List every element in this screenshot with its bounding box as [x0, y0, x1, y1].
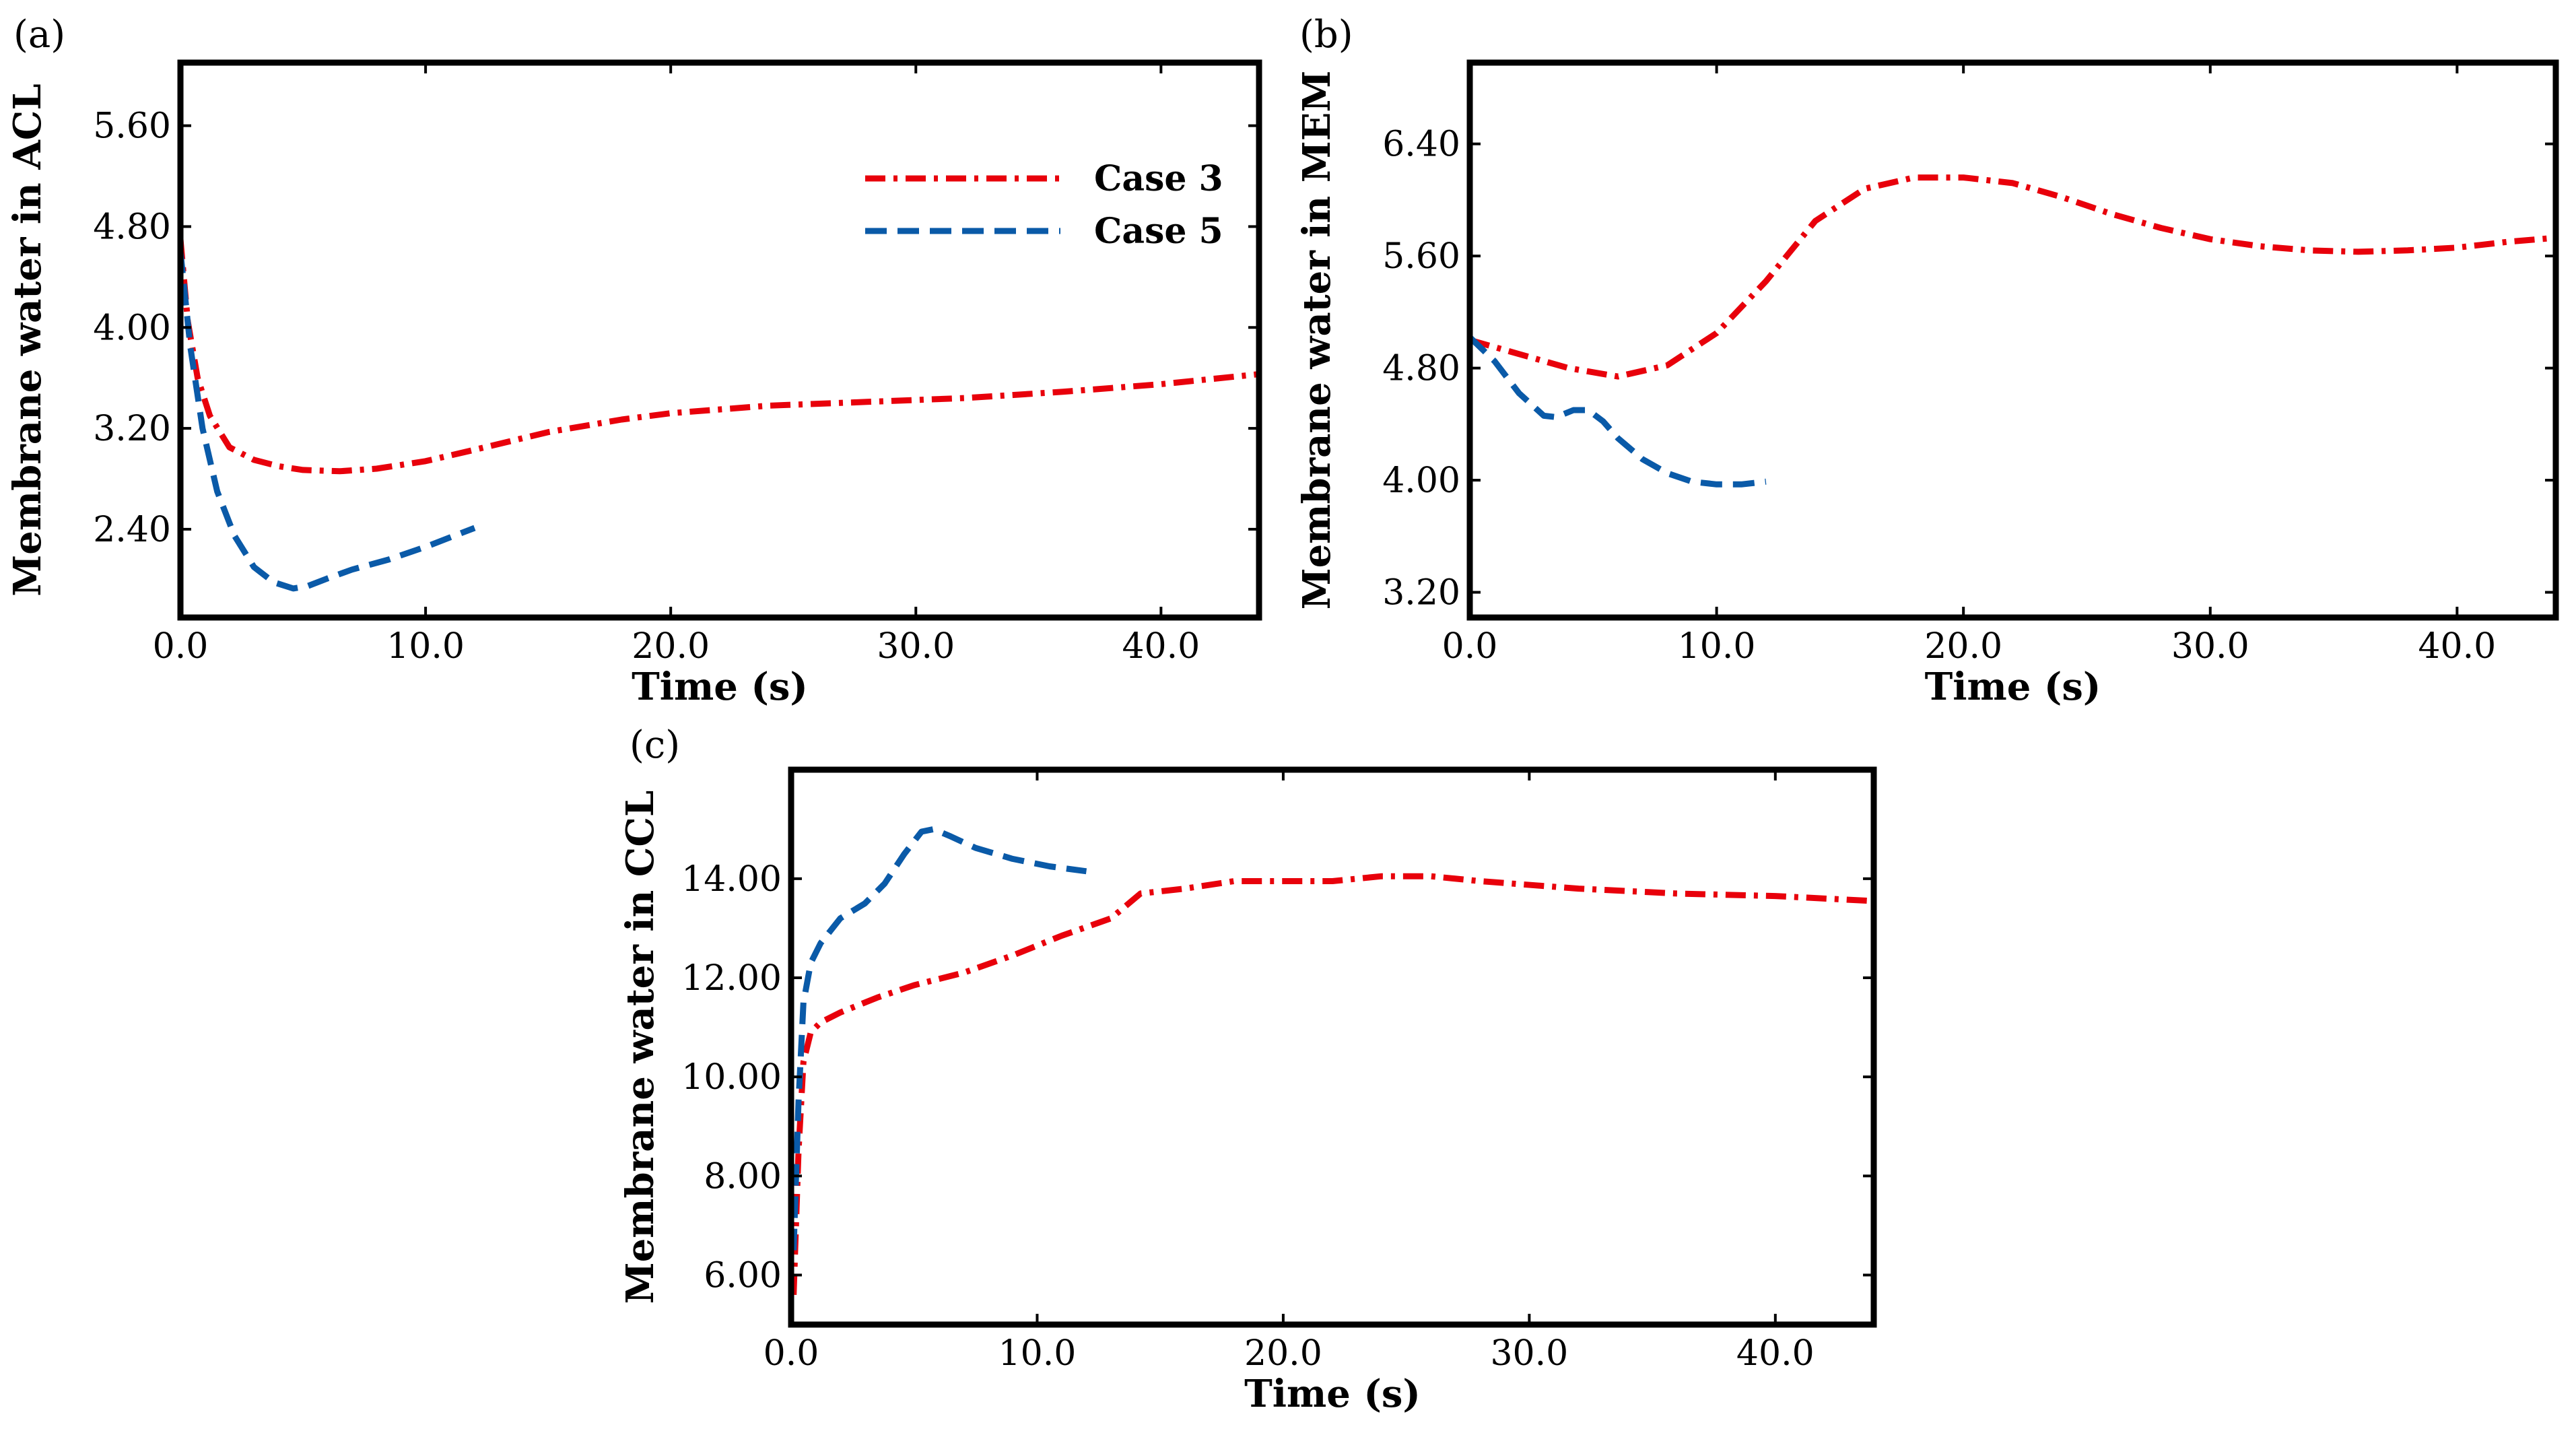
y-tick-label: 4.80 [1382, 349, 1460, 389]
y-tick-label: 5.60 [1382, 236, 1460, 277]
x-tick-label: 10.0 [386, 626, 465, 667]
plot-frame [1466, 59, 2559, 621]
y-tick-label: 10.00 [681, 1057, 782, 1098]
y-tick-label: 4.80 [93, 207, 171, 247]
y-tick-label: 6.40 [1382, 125, 1460, 165]
x-tick-label: 20.0 [1924, 626, 2002, 667]
y-tick-label: 3.20 [93, 409, 171, 449]
y-tick-label: 12.00 [681, 958, 782, 999]
chart-panel-1: 0.0 10.0 20.0 30.0 40.0 2.40 3.20 4.00 4.80 5.60 T… [5, 13, 1262, 709]
series-line-case-3 [180, 238, 1259, 475]
legend: Case 3 Case 5 [865, 158, 1223, 252]
plot-frame [177, 59, 1262, 621]
x-tick-label: 40.0 [1736, 1333, 1815, 1374]
y-tick-label: 4.00 [93, 308, 171, 348]
x-tick-label: 0.0 [153, 626, 209, 667]
chart-panel-2: 0.0 10.0 20.0 30.0 40.0 3.20 4.00 4.80 5.60 6.40 T… [1295, 13, 2559, 709]
x-tick-label: 40.0 [1122, 626, 1200, 667]
x-tick-label: 10.0 [1678, 626, 1756, 667]
plot-frame [788, 766, 1877, 1328]
x-tick-label: 40.0 [2418, 626, 2496, 667]
legend-label: Case 5 [1094, 211, 1223, 252]
y-tick-label: 14.00 [681, 859, 782, 900]
x-tick-label: 0.0 [1442, 626, 1498, 667]
chart-panel-3: 0.0 10.0 20.0 30.0 40.0 6.00 8.00 10.00 12.00 14.… [618, 723, 1877, 1416]
legend-label: Case 3 [1094, 158, 1223, 199]
series-line-case-3 [1470, 174, 2556, 380]
y-tick-label: 4.00 [1382, 461, 1460, 501]
y-axis-title: Membrane water in ACL [5, 84, 50, 597]
y-axis-title: Membrane water in CCL [618, 791, 663, 1304]
y-tick-label: 2.40 [93, 510, 171, 550]
x-axis-title: Time (s) [1925, 665, 2101, 709]
x-tick-label: 10.0 [998, 1333, 1077, 1374]
y-tick-label: 6.00 [704, 1255, 782, 1296]
series-line-case-5 [180, 251, 476, 592]
y-tick-label: 5.60 [93, 106, 171, 147]
x-tick-label: 30.0 [1490, 1333, 1568, 1374]
x-tick-label: 30.0 [877, 626, 955, 667]
series-line-case-3 [791, 873, 1874, 1296]
y-tick-label: 3.20 [1382, 573, 1460, 613]
x-tick-label: 20.0 [632, 626, 710, 667]
series-line-case-5 [1470, 335, 1767, 488]
y-tick-label: 8.00 [704, 1156, 782, 1197]
series-line-case-5 [791, 826, 1087, 1251]
x-tick-label: 0.0 [764, 1333, 819, 1374]
panel-label: (c) [630, 723, 680, 767]
x-axis-title: Time (s) [632, 665, 808, 709]
x-tick-label: 20.0 [1244, 1333, 1322, 1374]
x-tick-label: 30.0 [2171, 626, 2249, 667]
panel-label: (b) [1299, 13, 1353, 57]
y-axis-title: Membrane water in MEM [1295, 71, 1339, 610]
x-axis-title: Time (s) [1244, 1372, 1421, 1416]
panel-label: (a) [13, 13, 65, 57]
